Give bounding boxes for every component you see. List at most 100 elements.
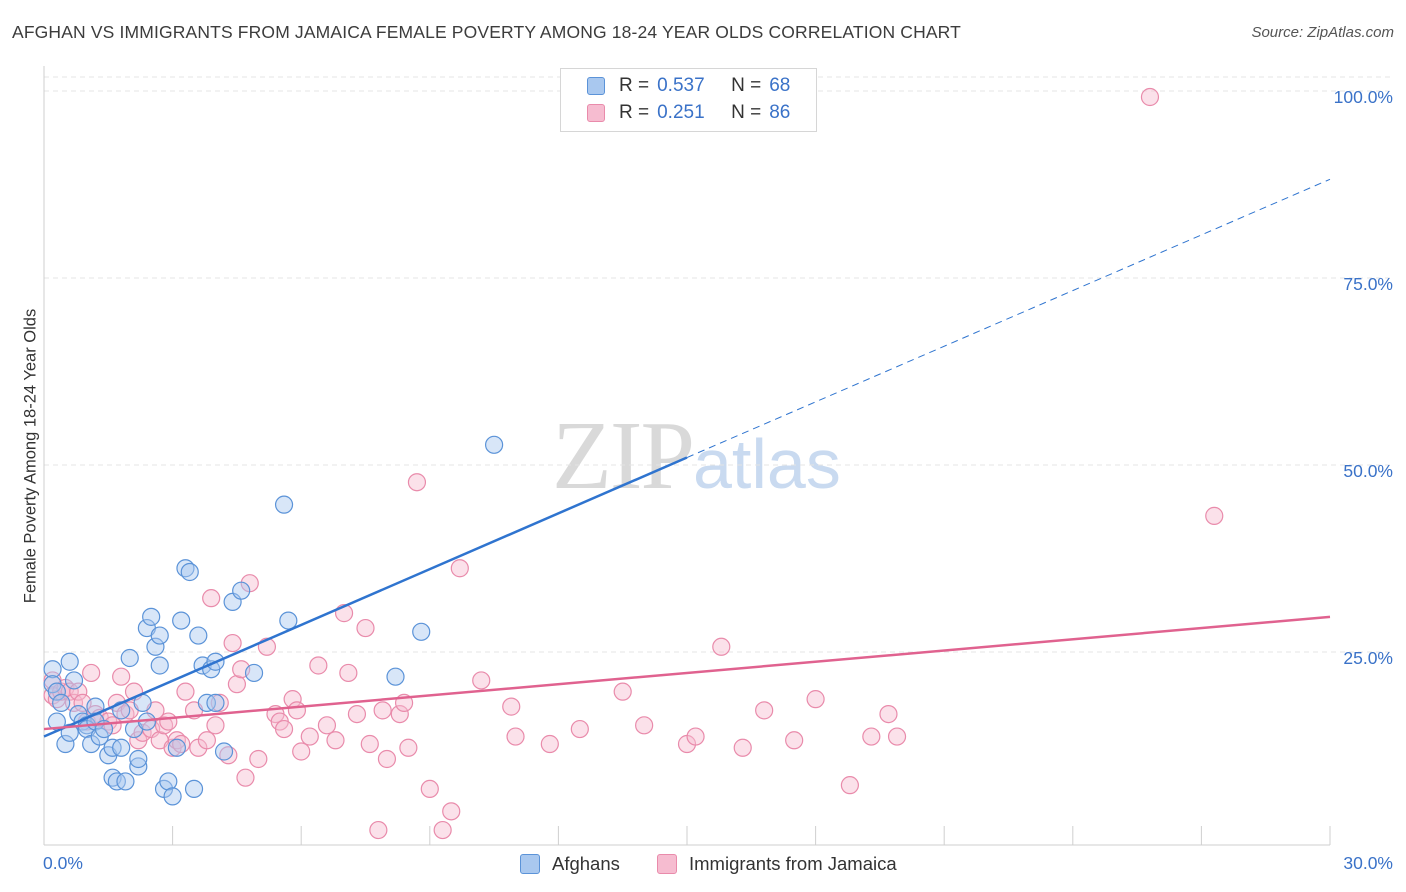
y-tick-label: 25.0% [1343,648,1393,668]
data-point-afghan [150,656,169,675]
data-point-jamaica [407,473,427,492]
data-point-jamaica [420,779,439,799]
legend-n-value: 68 [769,75,791,96]
data-point-jamaica [433,820,452,840]
legend-swatch-afghans [587,77,605,95]
data-point-jamaica [472,671,491,690]
data-point-afghan [214,742,234,761]
data-point-jamaica [210,693,229,712]
data-point-jamaica [176,682,195,701]
data-point-afghan [172,611,191,630]
data-point-jamaica [442,802,461,821]
watermark-atlas: atlas [693,425,841,503]
data-point-jamaica [570,719,589,739]
data-point-jamaica [390,704,409,724]
legend: R = 0.537 N = 68 R = 0.251 N = 86 [560,68,817,132]
bottom-legend-jamaica: Immigrants from Jamaica [657,852,897,876]
data-point-jamaica [300,727,319,746]
data-point-afghan [412,622,431,641]
data-point-jamaica [1205,506,1224,525]
data-point-jamaica [236,768,255,787]
legend-row-jamaica: R = 0.251 N = 86 [587,100,790,126]
data-point-jamaica [733,738,752,757]
data-point-afghan [163,787,182,806]
data-point-jamaica [1140,87,1160,107]
data-point-jamaica [159,712,178,731]
legend-n-label: N = [731,102,762,123]
watermark-zip: ZIP [552,402,695,510]
bottom-legend-label-afghans: Afghans [552,853,620,874]
data-point-afghan [184,779,204,799]
watermark: ZIPatlas [552,400,841,512]
data-point-afghan [129,749,148,769]
data-point-afghan [189,626,208,645]
data-point-jamaica [69,682,88,701]
data-point-jamaica [399,738,418,757]
data-point-jamaica [356,618,375,638]
legend-r-value: 0.537 [657,75,705,96]
bottom-legend-swatch-jamaica [657,854,677,874]
data-point-jamaica [373,701,392,720]
data-point-afghan [43,660,62,679]
data-point-afghan [47,682,66,701]
chart-title: AFGHAN VS IMMIGRANTS FROM JAMAICA FEMALE… [12,22,961,42]
data-point-jamaica [862,727,881,746]
data-point-jamaica [806,690,825,709]
trend-line-afghans [43,456,688,738]
data-point-afghan [279,611,298,630]
data-point-afghan [244,663,264,683]
data-point-jamaica [292,742,311,761]
x-tick-label: 0.0% [43,853,83,873]
data-point-jamaica [506,727,525,746]
data-point-afghan [485,435,504,454]
data-point-jamaica [339,663,358,683]
data-point-afghan [129,757,148,776]
legend-n-label: N = [731,75,762,96]
data-point-jamaica [377,749,397,769]
legend-n-value: 86 [769,102,791,123]
x-tick-label: 30.0% [1343,853,1393,873]
data-point-afghan [167,738,186,757]
data-point-afghan [56,734,75,754]
data-point-afghan [64,671,84,690]
data-point-jamaica [274,719,294,739]
bottom-legend-afghans: Afghans [520,852,620,876]
trend-line-afghans-extension [686,178,1331,458]
data-point-jamaica [360,734,379,754]
legend-r-label: R = [619,75,650,96]
data-point-jamaica [785,731,804,750]
data-point-afghan [146,637,165,656]
data-point-jamaica [206,716,225,735]
data-point-afghan [120,648,139,668]
data-point-jamaica [287,701,307,720]
source-label: Source: ZipAtlas.com [1251,24,1394,41]
data-point-jamaica [347,704,367,724]
data-point-afghan [206,693,225,712]
data-point-afghan [60,652,79,671]
legend-r-value: 0.251 [657,102,705,123]
data-point-afghan [274,495,294,514]
data-point-jamaica [887,727,907,746]
data-point-jamaica [755,701,774,720]
legend-swatch-jamaica [587,104,605,122]
data-point-jamaica [223,633,242,653]
data-point-jamaica [369,820,388,840]
data-point-afghan [52,693,71,712]
bottom-legend-label-jamaica: Immigrants from Jamaica [689,853,897,874]
y-tick-label: 75.0% [1343,274,1393,294]
data-point-afghan [180,562,199,582]
data-point-afghan [159,772,178,791]
data-point-jamaica [326,731,345,750]
data-point-jamaica [450,559,469,578]
data-point-jamaica [112,667,131,686]
data-point-afghan [150,626,169,645]
data-point-jamaica [879,704,898,724]
data-point-jamaica [309,656,328,675]
y-axis-label: Female Poverty Among 18-24 Year Olds [21,308,40,604]
bottom-legend-swatch-afghans [520,854,540,874]
data-point-afghan [142,607,161,626]
data-point-jamaica [502,697,521,716]
data-point-jamaica [227,675,246,694]
data-point-jamaica [635,716,654,735]
trend-line-jamaica [43,615,1331,731]
